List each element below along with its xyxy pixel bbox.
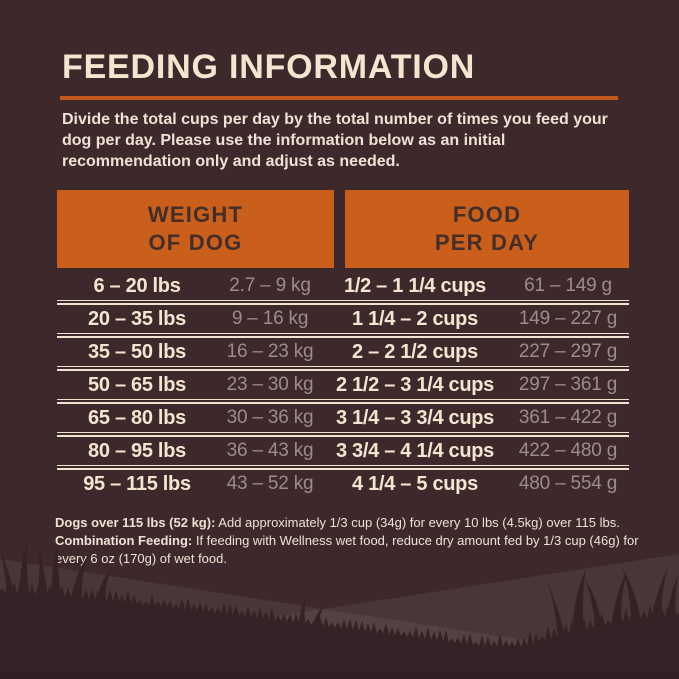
food-header-line2: PER DAY	[434, 230, 540, 255]
page-title: FEEDING INFORMATION	[62, 48, 476, 86]
table-row: 65 – 80 lbs 30 – 36 kg 3 1/4 – 3 3/4 cup…	[57, 404, 629, 432]
weight-lbs-cell: 35 – 50 lbs	[88, 340, 186, 363]
weight-kg-cell: 2.7 – 9 kg	[229, 275, 311, 296]
table-row: 80 – 95 lbs 36 – 43 kg 3 3/4 – 4 1/4 cup…	[57, 437, 629, 465]
table-header-row: WEIGHT OF DOG FOOD PER DAY	[57, 190, 629, 268]
food-grams-cell: 297 – 361 g	[518, 374, 618, 395]
food-cups-cell: 1 1/4 – 2 cups	[352, 307, 478, 330]
food-grams-cell: 480 – 554 g	[518, 473, 618, 494]
food-header-line1: FOOD	[452, 201, 522, 227]
footnote-text-over-115: Add approximately 1/3 cup (34g) for ever…	[215, 515, 620, 530]
bottom-edge-strip	[0, 672, 679, 679]
intro-paragraph: Divide the total cups per day by the tot…	[62, 111, 608, 170]
weight-kg-cell: 16 – 23 kg	[226, 341, 314, 362]
weight-lbs-cell: 95 – 115 lbs	[83, 472, 191, 495]
weight-lbs-cell: 6 – 20 lbs	[93, 274, 181, 297]
food-cups-cell: 2 – 2 1/2 cups	[352, 340, 478, 363]
table-row: 6 – 20 lbs 2.7 – 9 kg 1/2 – 1 1/4 cups 6…	[57, 272, 629, 300]
food-grams-cell: 61 – 149 g	[524, 275, 612, 296]
feeding-table: 6 – 20 lbs 2.7 – 9 kg 1/2 – 1 1/4 cups 6…	[57, 272, 629, 498]
food-per-day-header: FOOD PER DAY	[345, 190, 629, 268]
row-divider	[57, 333, 629, 338]
table-row: 20 – 35 lbs 9 – 16 kg 1 1/4 – 2 cups 149…	[57, 305, 629, 333]
title-underline-rule	[60, 96, 618, 100]
food-grams-cell: 227 – 297 g	[518, 341, 618, 362]
weight-lbs-cell: 20 – 35 lbs	[88, 307, 186, 330]
weight-kg-cell: 36 – 43 kg	[226, 440, 314, 461]
row-divider	[57, 300, 629, 305]
footnote-text: Dogs over 115 lbs (52 kg): Add approxima…	[55, 514, 641, 569]
row-divider	[57, 399, 629, 404]
grass-hills-decoration	[0, 541, 679, 679]
weight-lbs-cell: 80 – 95 lbs	[88, 439, 186, 462]
table-row: 50 – 65 lbs 23 – 30 kg 2 1/2 – 3 1/4 cup…	[57, 371, 629, 399]
weight-lbs-cell: 50 – 65 lbs	[88, 373, 186, 396]
weight-kg-cell: 9 – 16 kg	[231, 308, 309, 329]
food-grams-cell: 422 – 480 g	[518, 440, 618, 461]
footnote-text-combination-feeding: If feeding with Wellness wet food, reduc…	[55, 533, 639, 567]
table-row: 35 – 50 lbs 16 – 23 kg 2 – 2 1/2 cups 22…	[57, 338, 629, 366]
food-cups-cell: 4 1/4 – 5 cups	[352, 472, 478, 495]
table-row: 95 – 115 lbs 43 – 52 kg 4 1/4 – 5 cups 4…	[57, 470, 629, 498]
food-grams-cell: 361 – 422 g	[518, 407, 618, 428]
weight-kg-cell: 43 – 52 kg	[226, 473, 314, 494]
weight-kg-cell: 30 – 36 kg	[226, 407, 314, 428]
row-divider	[57, 432, 629, 437]
footnote-bold-combination-feeding: Combination Feeding:	[55, 533, 193, 549]
weight-of-dog-header: WEIGHT OF DOG	[57, 190, 334, 268]
weight-kg-cell: 23 – 30 kg	[226, 374, 314, 395]
weight-header-line1: WEIGHT	[147, 201, 244, 227]
food-cups-cell: 3 3/4 – 4 1/4 cups	[335, 439, 495, 462]
row-divider	[57, 366, 629, 371]
footnote-bold-over-115: Dogs over 115 lbs (52 kg):	[55, 515, 216, 530]
food-cups-cell: 1/2 – 1 1/4 cups	[344, 274, 486, 297]
grass-blades-middle	[298, 599, 324, 628]
grass-blades-right	[546, 567, 678, 637]
weight-header-line2: OF DOG	[148, 230, 243, 255]
grass-blades-left	[1, 541, 112, 603]
weight-lbs-cell: 65 – 80 lbs	[88, 406, 186, 429]
food-grams-cell: 149 – 227 g	[518, 308, 618, 329]
row-divider	[57, 465, 629, 470]
grass-edge-path	[0, 581, 679, 679]
food-cups-cell: 2 1/2 – 3 1/4 cups	[335, 373, 495, 396]
food-cups-cell: 3 1/4 – 3 3/4 cups	[335, 406, 495, 429]
